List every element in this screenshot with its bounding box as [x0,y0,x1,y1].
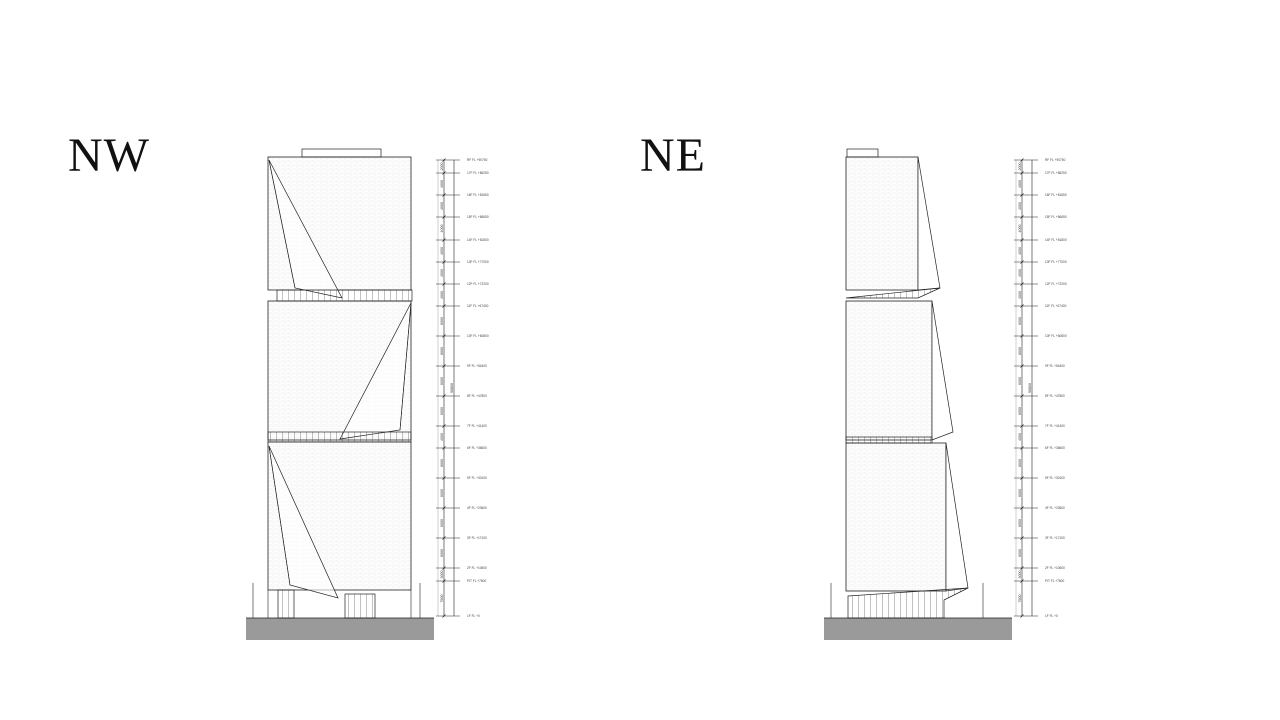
level-label: PIT FL +7600 [1045,579,1064,583]
segment-dimension: 4000 [440,291,444,299]
level-label: 12F FL +72200 [1045,282,1067,286]
ne-roof-parapet [847,149,878,157]
segment-dimension: 4000 [1018,225,1022,233]
nw-entrance-right [345,594,375,618]
segment-dimension: 6000 [1018,377,1022,385]
level-label: RF FL +90750 [467,158,488,162]
level-label: 15F FL +86650 [467,215,489,219]
total-height-dimension: 90800 [450,383,454,393]
segment-dimension: 3000 [1018,571,1022,579]
segment-dimension: 6000 [440,347,444,355]
level-label: 4F FL +23600 [467,506,487,510]
level-label: 8F FL +47800 [1045,394,1065,398]
segment-dimension: 7600 [440,595,444,603]
level-label: 13F FL +77000 [467,260,489,264]
level-label: 10F FL +60800 [1045,334,1067,338]
segment-dimension: 6000 [1018,519,1022,527]
level-label: PIT FL +7600 [467,579,486,583]
level-label: 5F FL +30100 [467,476,487,480]
segment-dimension: 4000 [440,247,444,255]
level-label: 1F FL +0 [1045,614,1058,618]
segment-dimension: 4000 [440,433,444,441]
level-label: 9F FL +54400 [467,364,487,368]
ne-block-lower [846,443,946,591]
level-label: 16F FL +81650 [1045,193,1067,197]
nw-level-dimensions: RF FL +90750 2000 17F FL +86250 4000 16F FL … [436,158,489,618]
nw-elevation: RF FL +90750 2000 17F FL +86250 4000 16F FL … [246,149,489,640]
level-label: 6F FL +36600 [467,446,487,450]
nw-terrace-middle [268,432,411,442]
level-label: 11F FL +67400 [1045,304,1067,308]
segment-dimension: 6000 [1018,347,1022,355]
segment-dimension: 4000 [440,180,444,188]
segment-dimension: 6000 [440,519,444,527]
level-label: 4F FL +23600 [1045,506,1065,510]
segment-dimension: 6000 [440,459,444,467]
segment-dimension: 4000 [1018,247,1022,255]
level-label: RF FL +90750 [1045,158,1066,162]
ne-fold-middle [932,301,953,440]
segment-dimension: 6000 [1018,407,1022,415]
ne-fold-upper [918,157,940,290]
segment-dimension: 6000 [1018,549,1022,557]
ne-block-upper [846,157,918,290]
segment-dimension: 4000 [440,202,444,210]
segment-dimension: 4000 [440,269,444,277]
segment-dimension: 6000 [440,549,444,557]
level-label: 1F FL +0 [467,614,480,618]
ne-level-dimensions: RF FL +90750 2000 17F FL +86250 4000 16F FL … [1014,158,1067,618]
segment-dimension: 4000 [1018,202,1022,210]
level-label: 11F FL +67400 [467,304,489,308]
level-label: 12F FL +72200 [467,282,489,286]
level-label: 14F FL +81800 [467,238,489,242]
ne-elevation: RF FL +90750 2000 17F FL +86250 4000 16F FL … [824,149,1067,640]
level-label: 16F FL +81650 [467,193,489,197]
segment-dimension: 4000 [1018,269,1022,277]
segment-dimension: 6000 [1018,317,1022,325]
level-label: 5F FL +30100 [1045,476,1065,480]
nw-ground [246,618,434,640]
segment-dimension: 2000 [1018,163,1022,171]
segment-dimension: 6000 [440,407,444,415]
nw-entrance-left [278,590,294,618]
level-label: 3F FL +17100 [1045,536,1065,540]
level-label: 9F FL +54400 [1045,364,1065,368]
level-label: 7F FL +41400 [1045,424,1065,428]
segment-dimension: 6000 [440,377,444,385]
segment-dimension: 7600 [1018,595,1022,603]
ne-entrance [848,588,968,618]
total-height-dimension: 90800 [1028,383,1032,393]
segment-dimension: 4000 [440,225,444,233]
segment-dimension: 4000 [1018,433,1022,441]
level-label: 10F FL +60800 [467,334,489,338]
level-label: 17F FL +86250 [1045,171,1067,175]
ne-terrace-middle [846,437,932,443]
level-label: 2F FL +10600 [1045,566,1065,570]
segment-dimension: 6000 [440,317,444,325]
segment-dimension: 3000 [440,571,444,579]
level-label: 13F FL +77000 [1045,260,1067,264]
ne-fold-lower [946,443,968,591]
segment-dimension: 6000 [1018,489,1022,497]
level-label: 6F FL +36600 [1045,446,1065,450]
segment-dimension: 2000 [440,163,444,171]
ne-block-middle [846,301,932,440]
ne-ground [824,618,1012,640]
level-label: 7F FL +41400 [467,424,487,428]
segment-dimension: 4000 [1018,180,1022,188]
segment-dimension: 6000 [1018,459,1022,467]
nw-roof-parapet [302,149,381,157]
level-label: 17F FL +86250 [467,171,489,175]
level-label: 2F FL +10600 [467,566,487,570]
level-label: 3F FL +17100 [467,536,487,540]
level-label: 14F FL +81800 [1045,238,1067,242]
segment-dimension: 6000 [440,489,444,497]
nw-terrace-upper [277,290,412,301]
level-label: 8F FL +47800 [467,394,487,398]
level-label: 15F FL +86650 [1045,215,1067,219]
segment-dimension: 4000 [1018,291,1022,299]
